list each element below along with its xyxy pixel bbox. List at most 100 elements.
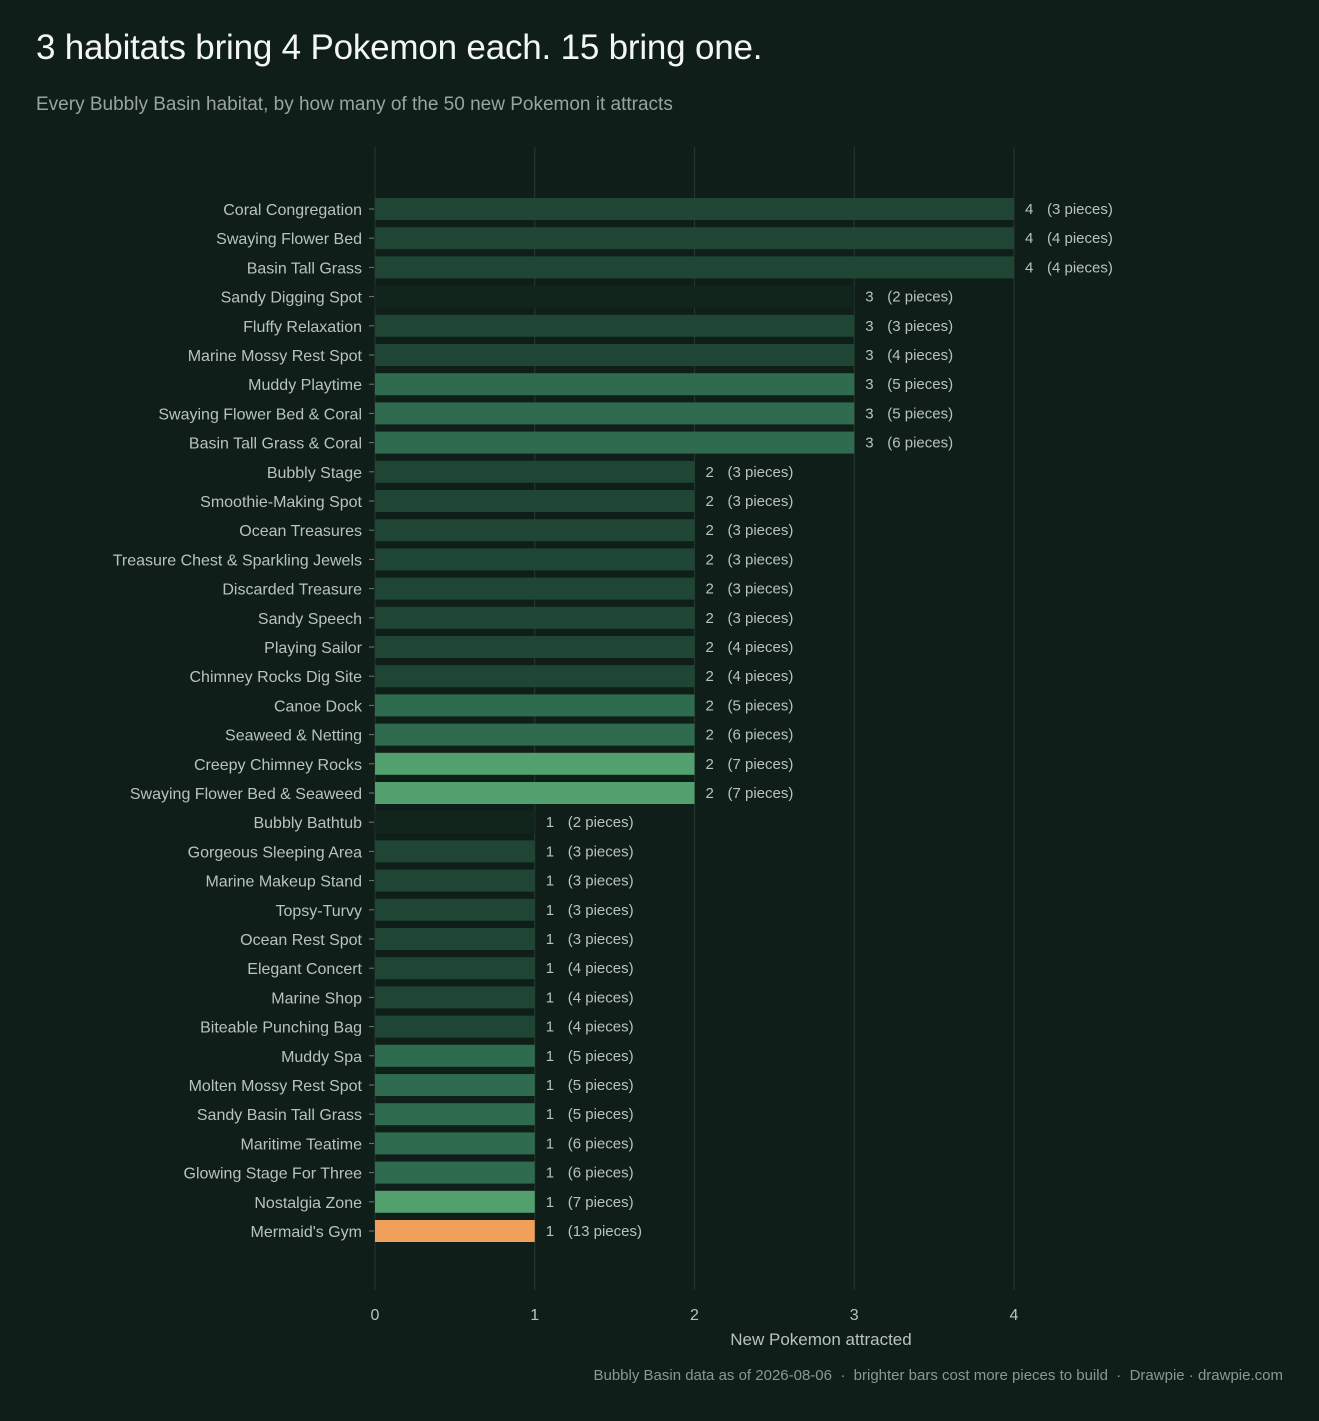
value-label: 2 [706, 697, 714, 714]
bar [375, 1161, 535, 1184]
category-label: Biteable Punching Bag [200, 1020, 362, 1037]
value-label: 2 [706, 639, 714, 656]
bar [375, 986, 535, 1009]
value-label: 2 [706, 493, 714, 510]
value-label: 2 [706, 551, 714, 568]
value-label: 2 [706, 756, 714, 773]
category-label: Coral Congregation [223, 202, 362, 219]
bar [375, 782, 695, 804]
value-label: 1 [546, 1223, 554, 1240]
pieces-label: (4 pieces) [1047, 259, 1113, 276]
bar [375, 519, 695, 542]
pieces-label: (5 pieces) [568, 1106, 634, 1123]
value-label: 1 [546, 1165, 554, 1182]
value-label: 2 [706, 464, 714, 481]
category-label: Gorgeous Sleeping Area [188, 844, 362, 861]
bar [375, 752, 695, 775]
bar [375, 1015, 535, 1038]
bar [375, 957, 535, 980]
bar [375, 548, 695, 571]
bar [375, 694, 695, 717]
bar [375, 344, 855, 366]
pieces-label: (3 pieces) [568, 843, 634, 860]
value-label: 3 [865, 435, 873, 452]
value-label: 1 [546, 902, 554, 919]
bar [375, 1074, 535, 1096]
category-label: Seaweed & Netting [225, 728, 362, 745]
pieces-label: (7 pieces) [728, 756, 794, 773]
footer-note: Bubbly Basin data as of 2026-08-06 · bri… [593, 1367, 1283, 1384]
category-label: Marine Shop [271, 990, 362, 1007]
category-label: Swaying Flower Bed & Seaweed [130, 786, 362, 803]
category-label: Ocean Rest Spot [240, 932, 362, 949]
bar [375, 285, 855, 308]
x-tick-label: 2 [690, 1307, 699, 1324]
pieces-label: (4 pieces) [887, 347, 953, 364]
pieces-label: (4 pieces) [1047, 230, 1113, 247]
chart-subtitle: Every Bubbly Basin habitat, by how many … [36, 94, 673, 115]
value-label: 3 [865, 347, 873, 364]
value-label: 1 [546, 873, 554, 890]
x-tick-label: 4 [1010, 1307, 1019, 1324]
bar [375, 373, 855, 396]
category-label: Bubbly Bathtub [253, 815, 362, 832]
bar [375, 1132, 535, 1155]
gridlines [374, 147, 1015, 1290]
pieces-label: (3 pieces) [728, 522, 794, 539]
pieces-label: (4 pieces) [568, 1019, 634, 1036]
category-label: Sandy Speech [258, 611, 362, 628]
category-label: Canoe Dock [274, 698, 363, 715]
value-label: 1 [546, 1194, 554, 1211]
value-label: 1 [546, 1135, 554, 1152]
x-tick-label: 1 [530, 1307, 539, 1324]
category-label: Swaying Flower Bed & Coral [158, 406, 362, 423]
category-label: Sandy Digging Spot [221, 290, 363, 307]
bar [375, 636, 695, 658]
bar [375, 1103, 535, 1126]
category-label: Fluffy Relaxation [243, 319, 362, 336]
pieces-label: (3 pieces) [728, 464, 794, 481]
value-label: 1 [546, 1077, 554, 1094]
bar [375, 402, 855, 425]
category-label: Muddy Playtime [248, 377, 362, 394]
value-label: 2 [706, 785, 714, 802]
category-label: Glowing Stage For Three [184, 1166, 363, 1183]
pieces-label: (3 pieces) [887, 318, 953, 335]
category-label: Molten Mossy Rest Spot [189, 1078, 363, 1095]
x-axis-title: New Pokemon attracted [730, 1330, 911, 1349]
pieces-label: (4 pieces) [568, 960, 634, 977]
bar [375, 490, 695, 512]
bar [375, 1190, 535, 1213]
value-label: 4 [1025, 259, 1033, 276]
bar [375, 869, 535, 892]
bar [375, 723, 695, 746]
pieces-label: (3 pieces) [728, 581, 794, 598]
category-label: Discarded Treasure [222, 582, 362, 599]
bar [375, 227, 1014, 250]
category-label: Sandy Basin Tall Grass [197, 1107, 362, 1124]
value-label: 1 [546, 843, 554, 860]
value-label: 3 [865, 376, 873, 393]
pieces-label: (5 pieces) [568, 1048, 634, 1065]
value-label: 2 [706, 581, 714, 598]
bar [375, 840, 535, 863]
pieces-label: (6 pieces) [728, 727, 794, 744]
category-label: Smoothie-Making Spot [200, 494, 362, 511]
bar [375, 811, 535, 834]
pieces-label: (6 pieces) [568, 1135, 634, 1152]
pieces-label: (6 pieces) [887, 435, 953, 452]
bar [375, 606, 695, 629]
category-label: Bubbly Stage [267, 465, 362, 482]
value-label: 3 [865, 318, 873, 335]
value-label: 1 [546, 814, 554, 831]
category-label: Elegant Concert [247, 961, 362, 978]
bar [375, 928, 535, 950]
value-label: 1 [546, 1106, 554, 1123]
category-label: Basin Tall Grass [247, 260, 362, 277]
pieces-label: (3 pieces) [1047, 201, 1113, 218]
pieces-label: (3 pieces) [728, 610, 794, 627]
value-label: 4 [1025, 230, 1033, 247]
pieces-label: (6 pieces) [568, 1165, 634, 1182]
x-tick-label: 0 [371, 1307, 380, 1324]
